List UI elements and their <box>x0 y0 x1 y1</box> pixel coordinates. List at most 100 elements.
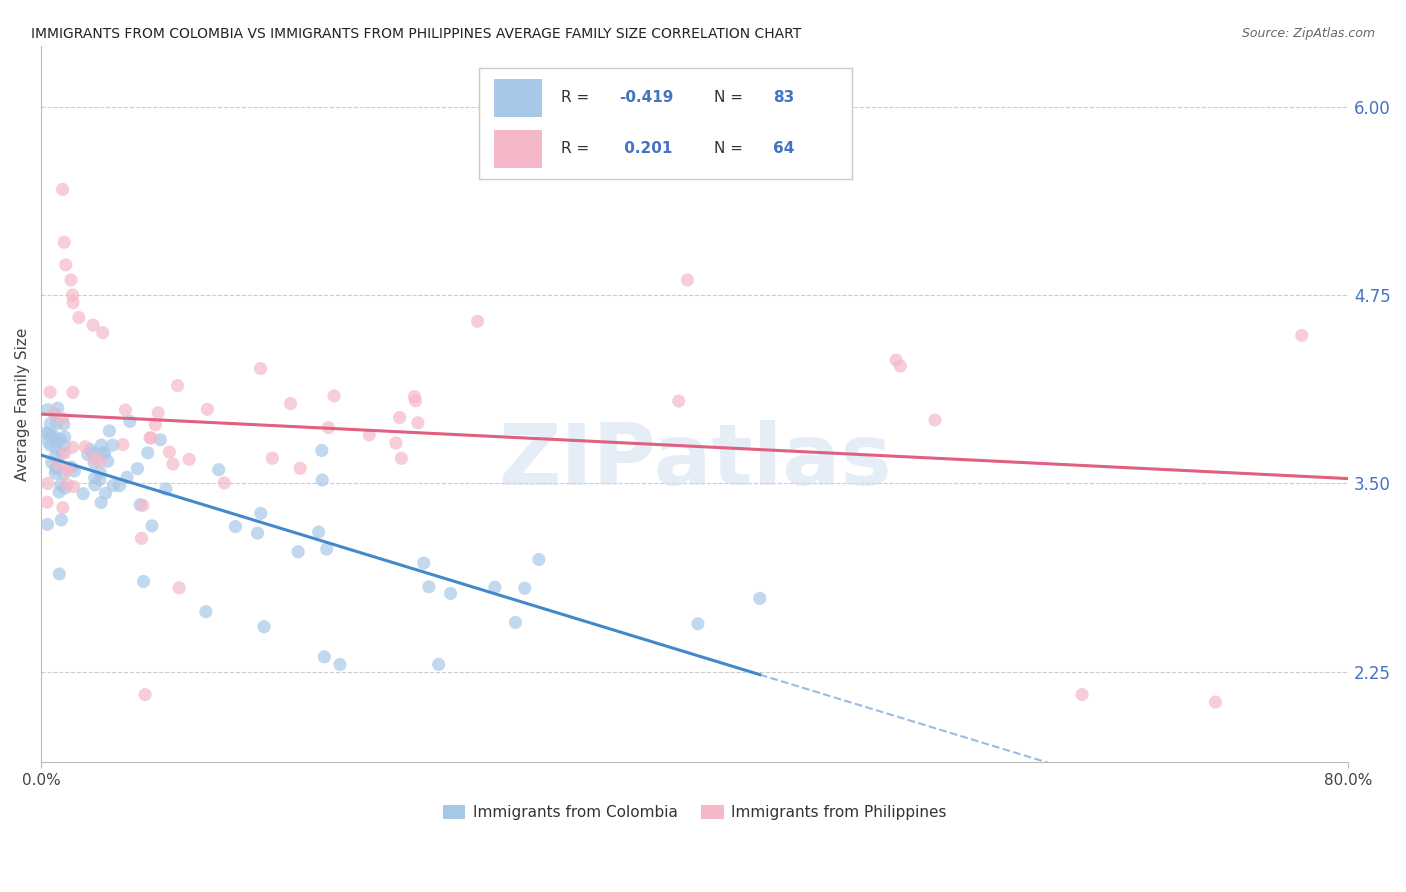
Point <box>59 273 82 287</box>
Text: Source: ZipAtlas.com: Source: ZipAtlas.com <box>1241 27 1375 40</box>
Point <box>45 417 67 431</box>
Point <box>103 478 125 492</box>
Point <box>136 446 159 460</box>
Point <box>114 403 136 417</box>
Point <box>45 460 67 475</box>
Point <box>308 524 330 539</box>
Point <box>46 401 69 416</box>
Point <box>388 410 411 425</box>
Point <box>37 427 59 442</box>
Point <box>51 446 73 460</box>
Point <box>166 378 188 392</box>
Point <box>194 605 217 619</box>
Text: IMMIGRANTS FROM COLOMBIA VS IMMIGRANTS FROM PHILIPPINES AVERAGE FAMILY SIZE CORR: IMMIGRANTS FROM COLOMBIA VS IMMIGRANTS F… <box>31 27 801 41</box>
Point <box>385 436 408 450</box>
Point <box>48 566 70 581</box>
Point <box>253 620 276 634</box>
Point <box>76 447 98 461</box>
Point <box>98 424 121 438</box>
Point <box>89 466 111 480</box>
Point <box>314 649 336 664</box>
Point <box>1204 695 1226 709</box>
Point <box>143 417 166 432</box>
Point <box>62 385 84 400</box>
Point <box>55 258 77 272</box>
Point <box>148 406 170 420</box>
Point <box>513 581 536 595</box>
Point <box>1071 688 1094 702</box>
Point <box>427 657 450 672</box>
Point <box>91 326 114 340</box>
Point <box>129 498 152 512</box>
Point <box>60 460 83 475</box>
Point <box>108 479 131 493</box>
Point <box>62 288 84 302</box>
Point <box>208 463 231 477</box>
Point <box>44 450 66 464</box>
Point <box>139 431 162 445</box>
Point <box>404 393 426 408</box>
Point <box>249 361 271 376</box>
Point <box>67 310 90 325</box>
Point <box>527 552 550 566</box>
Point <box>924 413 946 427</box>
Point <box>246 526 269 541</box>
Point <box>418 580 440 594</box>
Point <box>60 440 83 454</box>
Point <box>90 495 112 509</box>
Point <box>45 434 67 449</box>
Point <box>39 385 62 400</box>
Point <box>406 416 429 430</box>
Point <box>262 451 284 466</box>
Point <box>89 473 111 487</box>
Y-axis label: Average Family Size: Average Family Size <box>15 327 30 481</box>
Point <box>323 389 346 403</box>
Point <box>41 456 63 470</box>
Point <box>412 556 434 570</box>
Point <box>329 657 352 672</box>
Point <box>37 402 59 417</box>
Point <box>359 428 381 442</box>
Point <box>287 545 309 559</box>
Point <box>72 487 94 501</box>
Point <box>157 445 180 459</box>
Point <box>467 314 489 328</box>
Point <box>44 467 66 481</box>
Point <box>288 461 311 475</box>
Point <box>884 353 907 368</box>
Point <box>51 182 73 196</box>
Point <box>311 473 333 487</box>
Point <box>162 457 184 471</box>
Point <box>505 615 527 630</box>
Point <box>179 452 201 467</box>
Point <box>97 454 120 468</box>
Point <box>83 456 105 470</box>
Point <box>53 438 76 452</box>
Point <box>49 432 72 446</box>
Point <box>52 500 75 515</box>
Point <box>53 481 76 495</box>
Point <box>132 574 155 589</box>
Point <box>134 688 156 702</box>
Point <box>75 440 97 454</box>
Point <box>224 519 246 533</box>
Point <box>141 519 163 533</box>
Point <box>149 433 172 447</box>
Point <box>37 495 59 509</box>
Point <box>155 482 177 496</box>
Point <box>63 464 86 478</box>
Point <box>214 475 236 490</box>
Point <box>89 454 111 468</box>
Point <box>79 442 101 457</box>
Point <box>889 359 911 373</box>
Point <box>94 446 117 460</box>
Point <box>42 406 65 420</box>
Point <box>111 437 134 451</box>
Point <box>118 414 141 428</box>
Point <box>58 462 80 476</box>
Point <box>94 486 117 500</box>
Point <box>676 273 699 287</box>
Point <box>46 457 69 471</box>
Legend: Immigrants from Colombia, Immigrants from Philippines: Immigrants from Colombia, Immigrants fro… <box>436 799 953 826</box>
Point <box>62 480 84 494</box>
